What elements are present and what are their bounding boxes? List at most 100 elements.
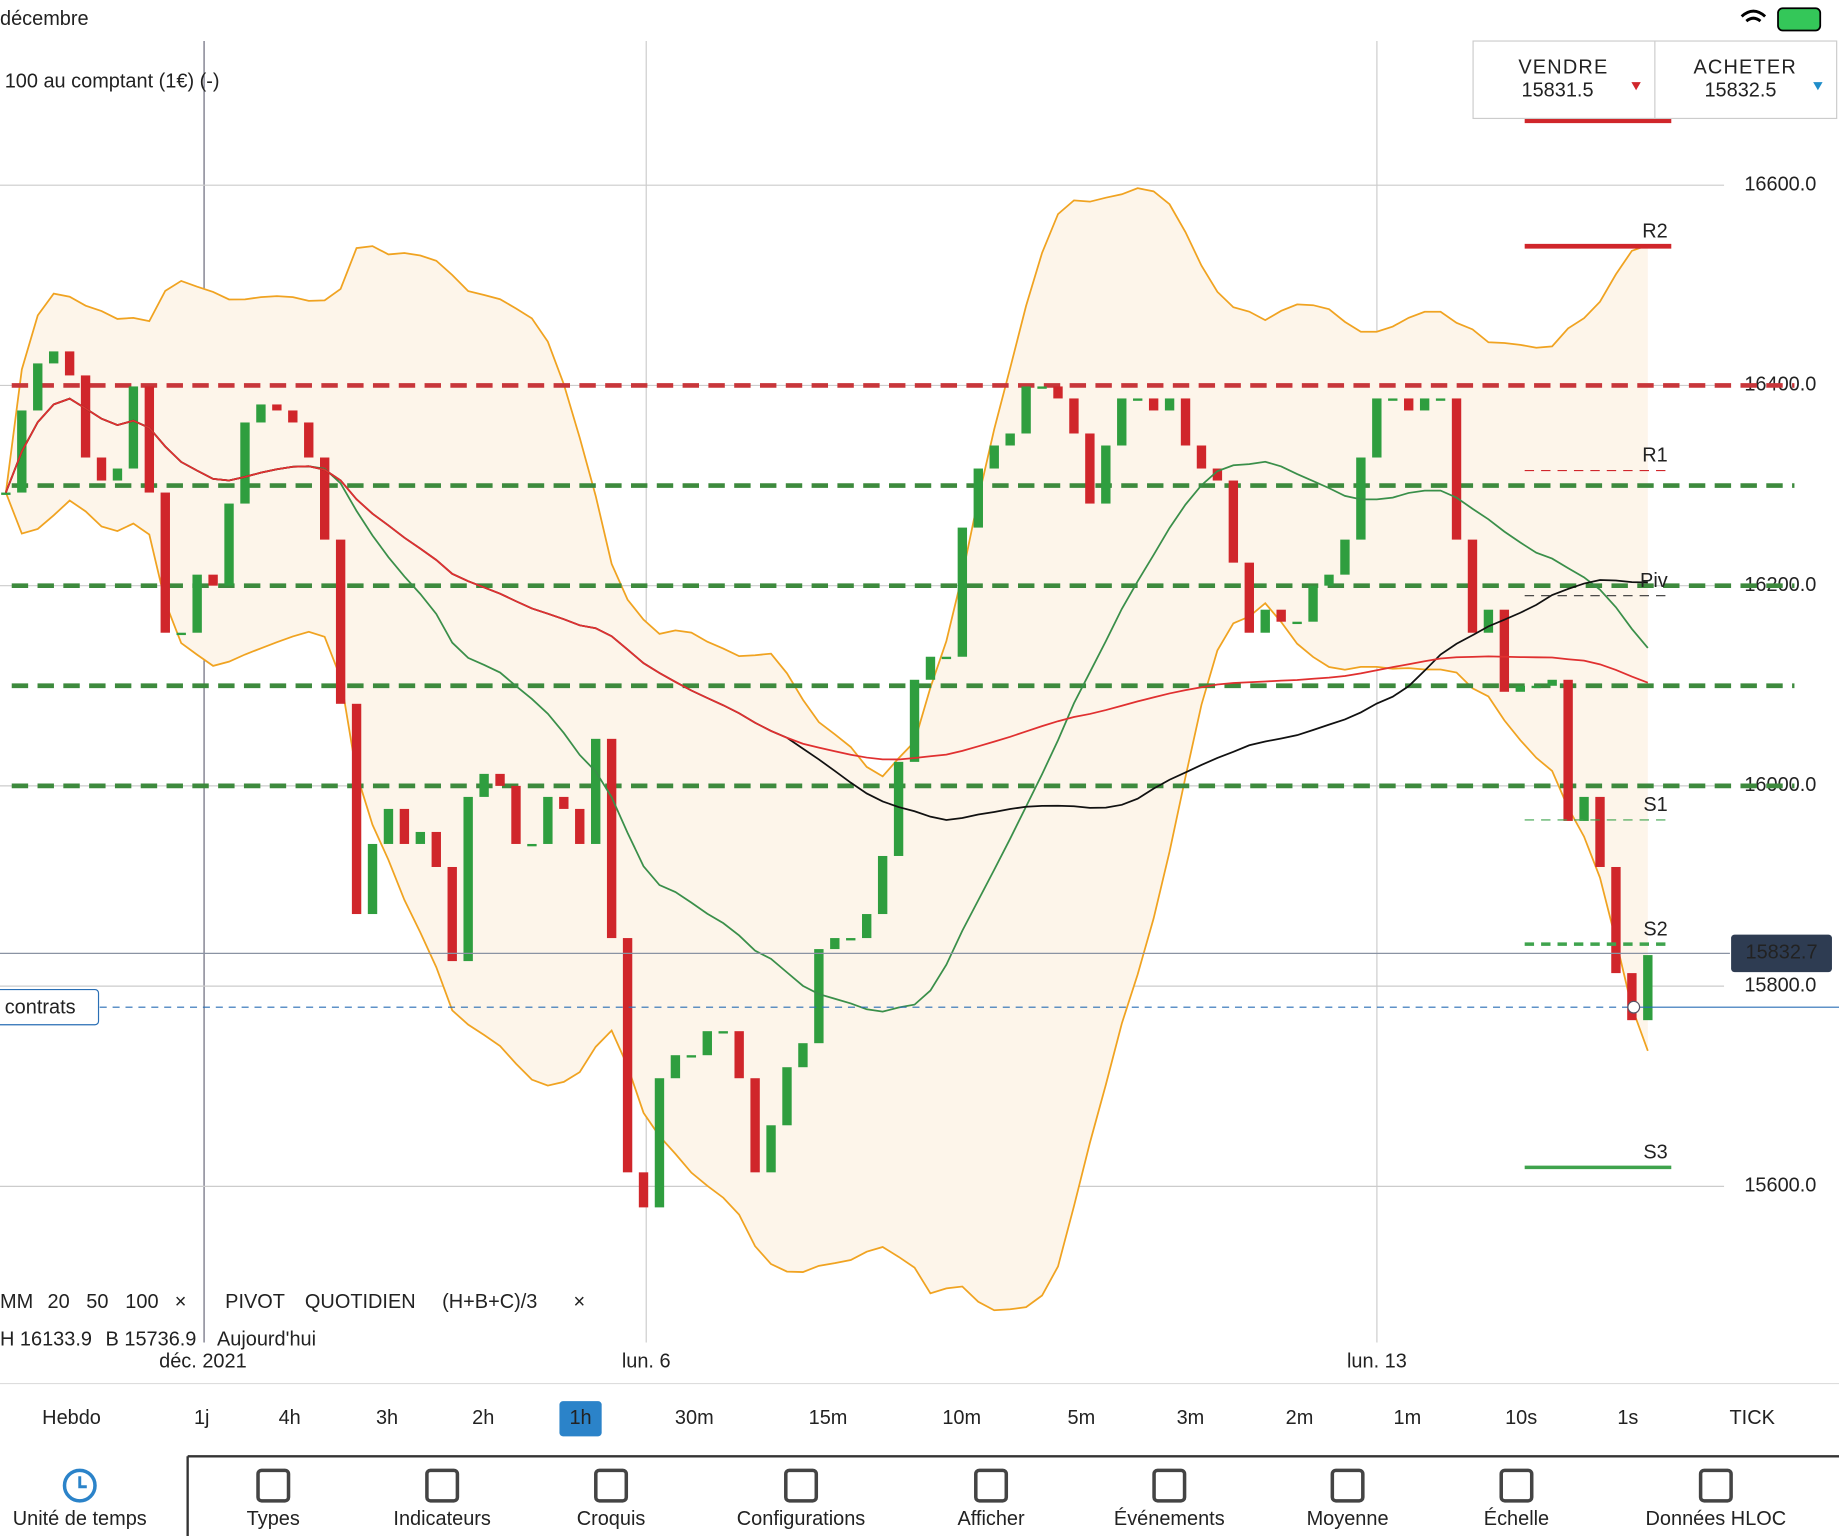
bollinger-upper [4, 187, 1649, 778]
timeframe-selected [559, 1401, 602, 1437]
candle [48, 351, 59, 364]
info-legend: H 16133.9 [0, 1328, 92, 1350]
timeframe-button[interactable]: 5m [1068, 1407, 1096, 1429]
toolbar-button[interactable]: Données HLOC [1646, 1508, 1787, 1530]
ma-legend: 100 [125, 1291, 158, 1313]
sma-100 [5, 397, 1649, 761]
y-tick-label: 15600.0 [1744, 1175, 1816, 1197]
pivot-label: R2 [1642, 220, 1667, 242]
candle [160, 492, 170, 633]
candle [654, 1078, 665, 1208]
candle [1547, 679, 1557, 686]
candle [288, 410, 298, 423]
candle [1292, 621, 1302, 625]
sell-price[interactable]: 15831.5 [1522, 80, 1594, 102]
candle [383, 808, 394, 844]
candle [909, 679, 920, 762]
candle [320, 457, 330, 540]
candle [957, 527, 968, 657]
timeframe-button[interactable]: 1s [1617, 1407, 1638, 1429]
candle [1276, 609, 1286, 622]
timeframe-button[interactable]: 1j [194, 1407, 210, 1429]
candle [1483, 609, 1494, 633]
candle [463, 796, 473, 962]
buy-label[interactable]: ACHETER [1693, 56, 1796, 78]
timeframe-button[interactable]: 3h [376, 1407, 398, 1429]
candle [1212, 468, 1223, 481]
candle [1101, 445, 1111, 504]
toolbar-button[interactable]: Configurations [737, 1508, 866, 1530]
candle [893, 761, 904, 856]
toolbar-button[interactable]: Types [247, 1508, 300, 1530]
timeframe-button[interactable]: TICK [1730, 1407, 1776, 1429]
timeframe-button[interactable]: 30m [675, 1407, 714, 1429]
candle [1579, 796, 1589, 821]
timeframe-button[interactable]: 4h [279, 1407, 301, 1429]
toolbar-icon [784, 1468, 819, 1503]
ma-legend: 20 [48, 1291, 70, 1313]
timeframe-button[interactable]: 2m [1286, 1407, 1314, 1429]
timeframe-button[interactable]: 10m [942, 1407, 981, 1429]
candle [1372, 398, 1382, 458]
buy-price[interactable]: 15832.5 [1704, 80, 1776, 102]
toolbar-icon [62, 1468, 97, 1503]
info-legend: Aujourd'hui [217, 1328, 316, 1350]
timeframe-button[interactable]: Hebdo [42, 1407, 101, 1429]
close-icon[interactable]: × [574, 1291, 586, 1313]
candle [750, 1078, 760, 1173]
timeframe-button[interactable]: 3m [1177, 1407, 1205, 1429]
close-icon[interactable]: × [175, 1291, 187, 1313]
candle [1388, 398, 1398, 401]
candle [973, 468, 983, 528]
y-tick-label: 15800.0 [1744, 974, 1816, 996]
candle [1244, 562, 1254, 633]
candle [447, 866, 457, 962]
candle [1133, 398, 1143, 401]
toolbar-button[interactable]: Indicateurs [393, 1508, 491, 1530]
x-label: déc. 2021 [159, 1351, 247, 1373]
timeframe-button[interactable]: 10s [1505, 1407, 1537, 1429]
candle [1435, 398, 1446, 401]
candle [1196, 445, 1207, 469]
toolbar-button[interactable]: Événements [1114, 1507, 1225, 1530]
candle [670, 1055, 681, 1079]
candle [1085, 433, 1095, 504]
candle [1308, 585, 1318, 622]
order-label[interactable]: contrats [5, 997, 76, 1019]
toolbar-button[interactable]: Moyenne [1307, 1508, 1389, 1530]
pivot-legend: (H+B+C)/3 [442, 1291, 537, 1313]
toolbar-button[interactable]: Unité de temps [13, 1508, 147, 1530]
sell-button[interactable]: VENDRE 15831.5 [1518, 56, 1641, 102]
candle [1148, 398, 1159, 411]
buy-button[interactable]: ACHETER 15832.5 [1693, 56, 1823, 102]
toolbar-icon [1152, 1468, 1187, 1503]
toolbar-button[interactable]: Croquis [577, 1508, 646, 1530]
timeframe-button[interactable]: 1m [1394, 1407, 1422, 1429]
candle [1005, 433, 1015, 446]
pivot-label: S2 [1643, 918, 1667, 940]
timeframe-button[interactable]: 2h [472, 1407, 494, 1429]
sell-label[interactable]: VENDRE [1518, 56, 1608, 78]
candle [543, 796, 553, 844]
ma-legend: 50 [86, 1291, 108, 1313]
candle [1021, 386, 1031, 434]
candle [591, 738, 601, 844]
candle [1595, 796, 1605, 867]
toolbar-button[interactable]: Afficher [957, 1508, 1025, 1530]
candle [335, 539, 346, 704]
toolbar-icon [1499, 1468, 1534, 1503]
timeframe-button[interactable]: 15m [809, 1407, 848, 1429]
candle [80, 375, 91, 458]
trade-panel: VENDRE 15831.5 ACHETER 15832.5 [1472, 40, 1838, 120]
timeframe-button[interactable]: 1h [569, 1407, 591, 1429]
candle [1404, 398, 1414, 411]
candle [877, 855, 888, 915]
candle [1164, 398, 1175, 411]
order-box[interactable] [0, 988, 100, 1026]
toolbar-button[interactable]: Échelle [1484, 1507, 1549, 1530]
current-price-label: 15832.7 [1746, 942, 1818, 964]
toolbar-icon [974, 1468, 1009, 1503]
